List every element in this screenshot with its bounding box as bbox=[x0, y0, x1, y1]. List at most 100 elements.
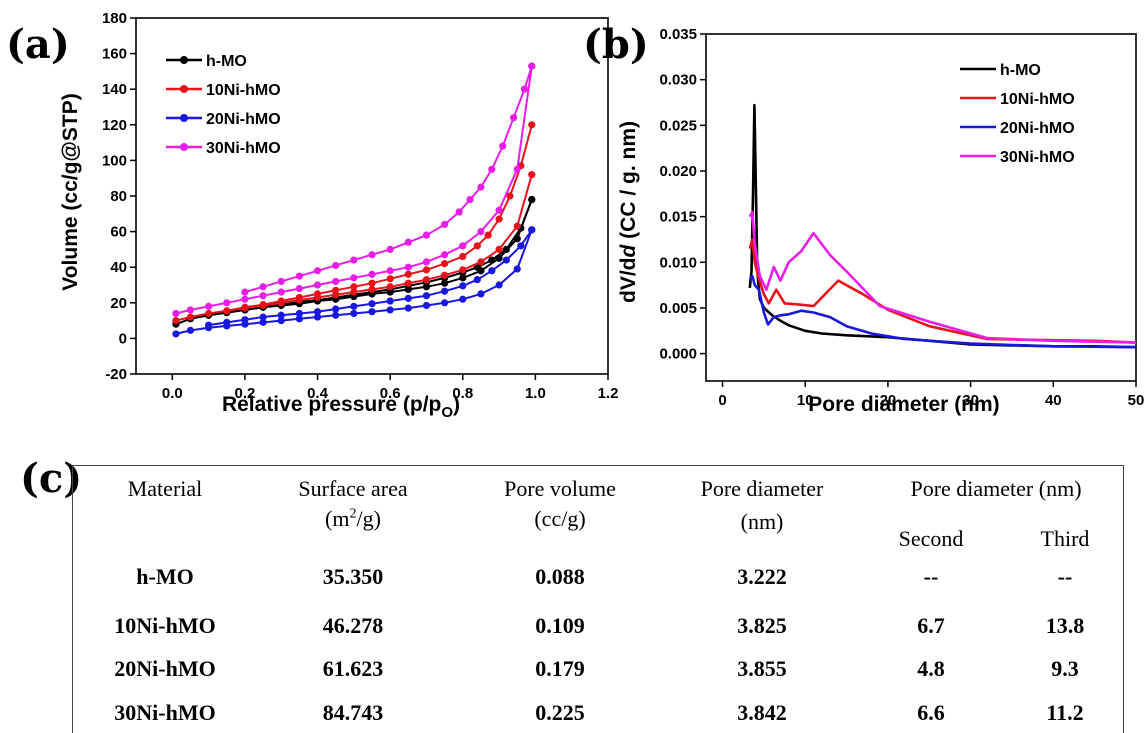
legend-label: 30Ni-hMO bbox=[1000, 149, 1075, 166]
data-point bbox=[528, 121, 536, 129]
data-point bbox=[473, 276, 481, 284]
header-pore-volume: Pore volume bbox=[504, 476, 616, 501]
series-line bbox=[748, 238, 1136, 344]
data-point bbox=[441, 251, 449, 259]
data-point bbox=[459, 242, 467, 250]
data-point bbox=[313, 308, 322, 316]
header-surface-area: Surface area bbox=[298, 476, 408, 501]
data-point bbox=[506, 192, 514, 200]
data-point bbox=[259, 283, 267, 291]
series-line bbox=[748, 210, 1136, 344]
data-point bbox=[368, 251, 376, 259]
x-tick-label: 0.0 bbox=[162, 385, 183, 402]
data-point bbox=[473, 263, 481, 271]
table-cell: 0.225 bbox=[535, 700, 585, 725]
data-point bbox=[205, 321, 213, 329]
data-point bbox=[495, 206, 503, 214]
y-tick-label: 0.005 bbox=[659, 300, 697, 317]
data-point bbox=[513, 265, 521, 273]
header-surface-area-unit: (m2/g) bbox=[325, 506, 381, 531]
legend-label: 30Ni-hMO bbox=[206, 140, 281, 157]
data-point bbox=[459, 274, 467, 282]
header-material: Material bbox=[127, 476, 203, 501]
header-second: Second bbox=[898, 526, 964, 551]
x-tick-label: 40 bbox=[1045, 392, 1062, 409]
data-point bbox=[459, 252, 467, 261]
series-30Ni-hMO bbox=[172, 62, 536, 318]
plot-area bbox=[748, 103, 1136, 349]
data-point bbox=[404, 294, 412, 302]
data-point bbox=[477, 258, 485, 266]
data-point bbox=[502, 245, 510, 253]
data-point bbox=[241, 295, 249, 303]
data-point bbox=[495, 245, 503, 253]
x-tick-label: 50 bbox=[1128, 392, 1145, 409]
data-point bbox=[350, 274, 358, 282]
y-tick-label: 0.020 bbox=[659, 163, 697, 180]
data-point bbox=[295, 309, 303, 318]
chart-a-ylabel: Volume (cc/g@STP) bbox=[59, 93, 82, 290]
isotherm-chart: 0.0 0.2 0.4 0.6 0.8 1.0 1.2 -20 0 20 40 60 80 100 120 1… bbox=[102, 10, 618, 402]
plot-area bbox=[172, 62, 536, 338]
table-cell: h-MO bbox=[136, 564, 194, 589]
table-cell: 11.2 bbox=[1046, 700, 1084, 725]
legend: h-MO 10Ni-hMO 20Ni-hMO 30Ni-hMO bbox=[166, 53, 281, 157]
data-point bbox=[441, 271, 449, 279]
y-tick-label: 140 bbox=[102, 81, 127, 98]
y-tick-label: 80 bbox=[110, 188, 127, 205]
table-cell: 0.179 bbox=[535, 656, 585, 681]
data-point bbox=[368, 308, 376, 316]
x-tick-label: 1.0 bbox=[525, 385, 546, 402]
legend-label: h-MO bbox=[1000, 62, 1041, 79]
table-cell: 4.8 bbox=[917, 656, 945, 681]
table-cell: 35.350 bbox=[322, 564, 384, 589]
data-point bbox=[466, 195, 474, 204]
series-10Ni-hMO bbox=[748, 238, 1136, 344]
data-point bbox=[186, 313, 195, 321]
data-point bbox=[455, 208, 463, 216]
table-cell: 3.222 bbox=[737, 564, 787, 589]
data-point bbox=[422, 292, 431, 300]
y-tick-label: 100 bbox=[102, 152, 127, 169]
y-tick-label: 120 bbox=[102, 117, 127, 134]
data-point bbox=[277, 317, 285, 325]
data-point bbox=[368, 270, 376, 278]
header-third: Third bbox=[1040, 526, 1090, 551]
header-pore-volume-unit: (cc/g) bbox=[534, 506, 586, 531]
data-point bbox=[313, 267, 322, 275]
y-tick-label: 0.035 bbox=[659, 26, 697, 43]
x-tick-label: 20 bbox=[880, 392, 897, 409]
data-point bbox=[441, 220, 449, 229]
y-tick-label: 20 bbox=[110, 295, 127, 312]
table-cell: 30Ni-hMO bbox=[114, 700, 216, 725]
data-point bbox=[422, 231, 431, 239]
data-point bbox=[528, 171, 536, 179]
table-cell: 3.855 bbox=[737, 656, 787, 681]
y-tick-label: 180 bbox=[102, 10, 127, 27]
x-tick-label: 0.4 bbox=[307, 385, 329, 402]
table-cell: -- bbox=[923, 564, 939, 589]
data-point bbox=[477, 183, 485, 191]
data-point bbox=[313, 313, 322, 321]
series-line bbox=[748, 274, 1136, 349]
data-point bbox=[477, 228, 485, 236]
data-point bbox=[517, 242, 525, 250]
data-point bbox=[488, 267, 496, 275]
data-point bbox=[441, 279, 449, 287]
data-point bbox=[223, 307, 231, 315]
data-point bbox=[332, 305, 340, 313]
data-point bbox=[459, 282, 467, 290]
table-cell: 6.6 bbox=[917, 700, 945, 725]
legend-marker bbox=[180, 114, 188, 122]
legend-label: 10Ni-hMO bbox=[1000, 91, 1075, 108]
legend-label: 20Ni-hMO bbox=[1000, 120, 1075, 137]
y-tick-label: 0.030 bbox=[659, 72, 697, 89]
data-point bbox=[477, 290, 485, 298]
data-point bbox=[172, 317, 180, 325]
series-20Ni-hMO bbox=[748, 274, 1136, 349]
data-point bbox=[386, 297, 394, 305]
data-point bbox=[499, 142, 507, 150]
data-point bbox=[277, 277, 285, 286]
data-point bbox=[422, 276, 431, 284]
data-point bbox=[509, 114, 518, 122]
